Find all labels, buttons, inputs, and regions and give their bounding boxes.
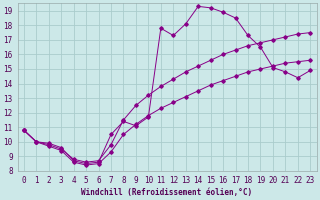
X-axis label: Windchill (Refroidissement éolien,°C): Windchill (Refroidissement éolien,°C): [82, 188, 252, 197]
